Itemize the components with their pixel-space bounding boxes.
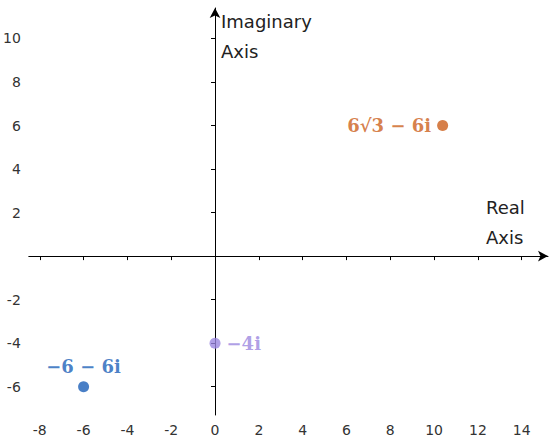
svg-text:6: 6: [342, 422, 351, 437]
svg-text:-4: -4: [120, 422, 134, 437]
svg-text:−4i: −4i: [227, 333, 262, 354]
svg-text:Axis: Axis: [221, 41, 258, 62]
svg-text:−6 − 6i: −6 − 6i: [46, 356, 121, 377]
svg-text:-6: -6: [77, 422, 91, 437]
svg-text:-4: -4: [7, 335, 21, 351]
svg-text:-2: -2: [7, 292, 21, 308]
svg-text:2: 2: [12, 205, 21, 221]
svg-text:10: 10: [3, 30, 21, 46]
svg-text:6√3 − 6i: 6√3 − 6i: [347, 115, 431, 136]
svg-text:0: 0: [211, 422, 220, 437]
svg-text:-8: -8: [33, 422, 47, 437]
svg-text:6: 6: [12, 118, 21, 134]
svg-text:14: 14: [513, 422, 531, 437]
svg-text:Axis: Axis: [486, 227, 523, 248]
svg-text:12: 12: [469, 422, 487, 437]
svg-text:Imaginary: Imaginary: [221, 11, 312, 32]
svg-text:8: 8: [12, 74, 21, 90]
svg-text:8: 8: [386, 422, 395, 437]
svg-text:4: 4: [12, 161, 21, 177]
svg-text:10: 10: [425, 422, 443, 437]
svg-text:2: 2: [254, 422, 263, 437]
svg-text:Real: Real: [486, 197, 525, 218]
svg-text:-6: -6: [7, 379, 21, 395]
svg-text:-2: -2: [164, 422, 178, 437]
svg-text:4: 4: [298, 422, 307, 437]
